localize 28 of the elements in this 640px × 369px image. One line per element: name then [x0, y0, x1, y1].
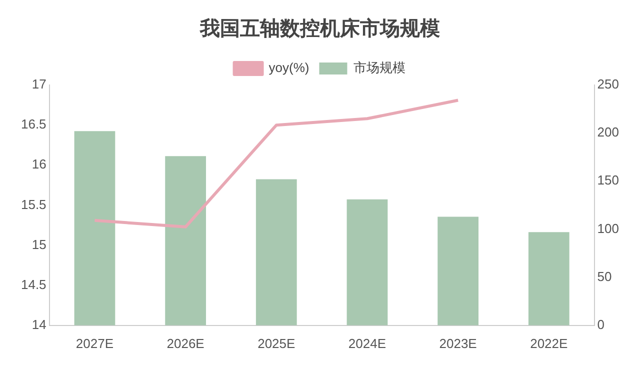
chart-title: 我国五轴数控机床市场规模 [199, 16, 440, 40]
x-tick-label: 2022E [530, 336, 568, 351]
y-tick-label: 16.5 [20, 116, 46, 132]
y-tick-label: 14.5 [20, 276, 46, 292]
bar [346, 199, 388, 326]
x-tick-label: 2025E [258, 336, 296, 351]
bar [528, 232, 570, 326]
legend-label: 市场规模 [354, 60, 406, 76]
x-tick-label: 2027E [76, 336, 114, 351]
bar [165, 156, 206, 326]
y2-tick-label: 250 [597, 76, 620, 92]
x-tick-label: 2026E [166, 336, 205, 351]
bar [74, 131, 116, 326]
bar [256, 179, 297, 326]
y2-tick-label: 0 [597, 316, 605, 332]
bar [438, 216, 478, 326]
y2-tick-label: 100 [597, 220, 620, 236]
y-tick-label: 15.5 [20, 196, 46, 212]
legend-label: yoy(%) [268, 60, 310, 76]
y2-tick-label: 200 [597, 124, 620, 140]
y2-tick-label: 50 [597, 268, 612, 284]
y-tick-label: 14 [32, 316, 46, 332]
y-tick-label: 15 [32, 236, 46, 252]
x-tick-label: 2023E [439, 336, 478, 351]
y-tick-label: 16 [32, 156, 46, 172]
y2-tick-label: 150 [597, 172, 620, 188]
y-tick-label: 17 [32, 76, 46, 92]
x-tick-label: 2024E [348, 336, 386, 351]
